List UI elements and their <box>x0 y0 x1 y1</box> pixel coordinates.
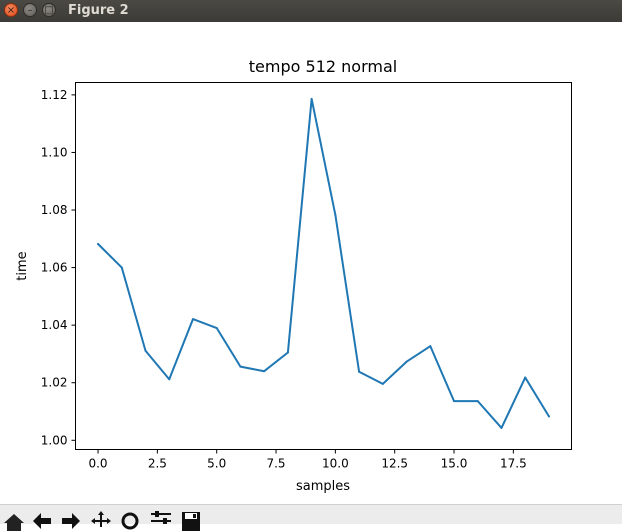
x-tick-label: 2.5 <box>148 457 167 471</box>
series-points <box>97 97 550 429</box>
data-point <box>405 360 408 363</box>
home-icon[interactable] <box>2 507 26 531</box>
y-tick-label: 1.06 <box>41 261 68 275</box>
x-tick-label: 10.0 <box>322 457 349 471</box>
data-point <box>168 378 171 381</box>
x-tick-label: 5.0 <box>207 457 226 471</box>
data-point <box>524 376 527 379</box>
window-titlebar: × – □ Figure 2 <box>0 0 622 22</box>
window-title: Figure 2 <box>68 3 129 18</box>
navigation-toolbar <box>0 504 622 531</box>
data-point <box>239 365 242 368</box>
data-point <box>334 213 337 216</box>
x-tick-label: 15.0 <box>441 457 468 471</box>
y-tick-label: 1.10 <box>41 145 68 159</box>
data-point <box>191 318 194 321</box>
data-point <box>381 382 384 385</box>
data-point <box>263 370 266 373</box>
forward-icon[interactable] <box>59 507 83 531</box>
data-point <box>358 370 361 373</box>
data-point <box>547 415 550 418</box>
data-point <box>144 349 147 352</box>
y-tick-label: 1.00 <box>41 433 68 447</box>
series-line <box>97 97 550 429</box>
maximize-button[interactable]: □ <box>42 3 56 17</box>
data-point <box>500 426 503 429</box>
data-point <box>215 327 218 330</box>
data-point <box>286 351 289 354</box>
x-axis-ticks: 0.0 2.5 5.0 7.5 10.0 12.5 15.0 17.5 <box>88 449 527 471</box>
y-tick-label: 1.02 <box>41 376 68 390</box>
pan-icon[interactable] <box>89 507 113 531</box>
x-tick-label: 17.5 <box>500 457 527 471</box>
plot-frame <box>75 82 572 450</box>
data-point <box>476 400 479 403</box>
data-point <box>429 345 432 348</box>
y-tick-label: 1.04 <box>41 318 68 332</box>
zoom-icon[interactable] <box>119 507 143 531</box>
configure-subplots-icon[interactable] <box>149 507 173 531</box>
data-point <box>310 97 313 100</box>
chart-title: tempo 512 normal <box>249 57 397 76</box>
close-button[interactable]: × <box>4 3 18 17</box>
y-axis-ticks: 1.00 1.02 1.04 1.06 1.08 1.10 1.12 <box>41 88 76 447</box>
save-icon[interactable] <box>179 507 203 531</box>
data-point <box>453 400 456 403</box>
y-tick-label: 1.12 <box>41 88 68 102</box>
x-axis-label: samples <box>296 479 350 494</box>
x-tick-label: 0.0 <box>88 457 107 471</box>
data-point <box>120 266 123 269</box>
chart-canvas: tempo 512 normal 0.0 2.5 5.0 7.5 10.0 12.5 15.… <box>15 57 572 494</box>
minimize-button[interactable]: – <box>23 3 37 17</box>
data-point <box>97 242 100 245</box>
x-tick-label: 7.5 <box>266 457 285 471</box>
back-icon[interactable] <box>30 507 54 531</box>
y-tick-label: 1.08 <box>41 203 68 217</box>
y-axis-label: time <box>15 251 30 280</box>
x-tick-label: 12.5 <box>381 457 408 471</box>
